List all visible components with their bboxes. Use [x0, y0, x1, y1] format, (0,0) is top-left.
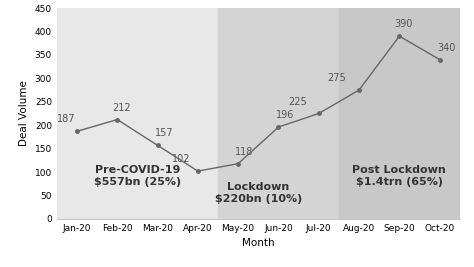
- Text: 118: 118: [235, 147, 253, 157]
- X-axis label: Month: Month: [242, 238, 274, 248]
- Bar: [218, 8, 339, 219]
- Text: 390: 390: [394, 19, 413, 29]
- Text: 275: 275: [328, 73, 346, 83]
- Text: 157: 157: [155, 128, 174, 138]
- Text: 196: 196: [276, 110, 295, 120]
- Text: 340: 340: [438, 43, 456, 53]
- Text: Pre-COVID-19
$557bn (25%): Pre-COVID-19 $557bn (25%): [94, 165, 181, 187]
- Text: 225: 225: [289, 97, 307, 107]
- Text: 187: 187: [57, 114, 75, 124]
- Text: Lockdown
$220bn (10%): Lockdown $220bn (10%): [215, 182, 302, 204]
- Text: Post Lockdown
$1.4trn (65%): Post Lockdown $1.4trn (65%): [353, 165, 446, 187]
- Bar: [339, 8, 460, 219]
- Text: 212: 212: [112, 103, 131, 113]
- Bar: [57, 8, 218, 219]
- Y-axis label: Deal Volume: Deal Volume: [19, 81, 29, 146]
- Text: 102: 102: [172, 154, 191, 164]
